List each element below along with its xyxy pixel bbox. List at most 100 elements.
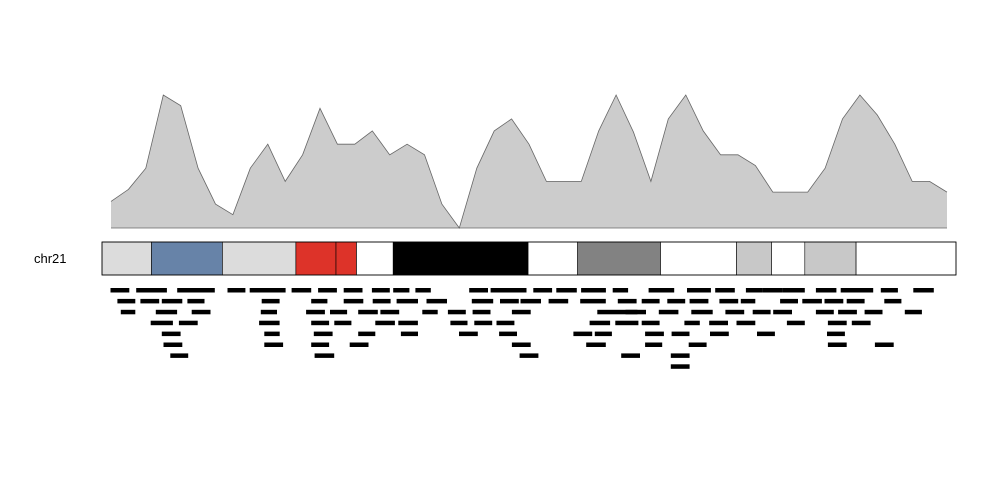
ideogram-band-11 [736, 241, 772, 276]
feature-segment [161, 298, 183, 304]
feature-segment [499, 331, 517, 337]
feature-segment [249, 288, 286, 293]
feature-segment [330, 309, 348, 315]
feature-segment [136, 288, 167, 293]
feature-segment [597, 309, 638, 315]
coverage-line [110, 94, 948, 229]
feature-segment [533, 288, 553, 293]
feature-segment [140, 298, 160, 304]
feature-segment [913, 288, 934, 293]
chromosome-ideogram [101, 241, 957, 276]
feature-segment [259, 320, 280, 326]
feature-segment [827, 342, 847, 347]
feature-segment [187, 298, 205, 304]
ideogram-band-12 [771, 241, 806, 276]
feature-segment [802, 298, 822, 304]
feature-segment [840, 288, 874, 293]
feature-segment [110, 288, 130, 293]
feature-segment [472, 309, 491, 315]
feature-segment [670, 364, 690, 369]
feature-segment [594, 331, 612, 337]
feature-segment [658, 309, 679, 315]
feature-segment [838, 309, 857, 315]
feature-segment [117, 298, 136, 304]
feature-segment [375, 320, 395, 326]
coverage-area [111, 95, 947, 228]
feature-segment [757, 331, 775, 337]
feature-segment [827, 331, 845, 337]
feature-segment [851, 320, 871, 326]
feature-segment [617, 298, 637, 304]
ideogram-band-1 [101, 241, 152, 276]
feature-segment [827, 320, 847, 326]
feature-segment [191, 309, 211, 315]
feature-segment [880, 288, 898, 293]
feature-segment [150, 320, 173, 326]
feature-segment [689, 298, 709, 304]
feature-segment [474, 320, 493, 326]
feature-segment [380, 309, 400, 315]
feature-segment [471, 298, 494, 304]
feature-segment [752, 309, 771, 315]
feature-segment [177, 288, 215, 293]
feature-segment [120, 309, 136, 315]
feature-segment [511, 309, 531, 315]
feature-segment [736, 320, 756, 326]
feature-segment [671, 331, 690, 337]
feature-segment [580, 298, 606, 304]
feature-segment [667, 298, 686, 304]
feature-segment [780, 298, 798, 304]
feature-segment [709, 320, 728, 326]
feature-segment [178, 320, 198, 326]
feature-segment [349, 342, 369, 347]
ideogram-band-7 [392, 241, 529, 276]
feature-segment [264, 342, 284, 347]
feature-segment [450, 320, 468, 326]
feature-segment [372, 298, 391, 304]
ideogram-outline [101, 241, 957, 276]
feature-segment [815, 309, 834, 315]
feature-segment [645, 342, 663, 347]
feature-segment [415, 288, 431, 293]
feature-segment [426, 298, 447, 304]
feature-segment [874, 342, 894, 347]
feature-segment [161, 331, 181, 337]
feature-segment [163, 342, 183, 347]
feature-segment [824, 298, 844, 304]
ideogram-band-2 [151, 241, 223, 276]
feature-segment [589, 320, 611, 326]
feature-segment [343, 288, 363, 293]
feature-segment [260, 309, 277, 315]
feature-segment [556, 288, 577, 293]
feature-segment [581, 288, 606, 293]
ideogram-band-3 [222, 241, 297, 276]
feature-segment [459, 331, 478, 337]
feature-segment [815, 288, 837, 293]
ideogram-band-14 [855, 241, 957, 276]
feature-segment [311, 342, 330, 347]
feature-segment [615, 320, 639, 326]
feature-segment [318, 288, 337, 293]
feature-track [110, 288, 934, 369]
feature-segment [548, 298, 569, 304]
feature-segment [586, 342, 606, 347]
feature-segment [358, 331, 376, 337]
feature-segment [306, 309, 325, 315]
ideogram-band-13 [804, 241, 857, 276]
ideogram-band-8 [527, 241, 578, 276]
feature-segment [687, 288, 711, 293]
feature-segment [745, 288, 763, 293]
feature-segment [710, 331, 729, 337]
feature-segment [725, 309, 745, 315]
feature-segment [398, 320, 418, 326]
ideogram-band-4 [295, 241, 337, 276]
feature-segment [496, 320, 515, 326]
feature-segment [291, 288, 312, 293]
feature-segment [864, 309, 883, 315]
feature-segment [641, 320, 660, 326]
feature-segment [621, 353, 640, 358]
feature-segment [447, 309, 466, 315]
feature-segment [155, 309, 178, 315]
feature-segment [612, 288, 629, 293]
